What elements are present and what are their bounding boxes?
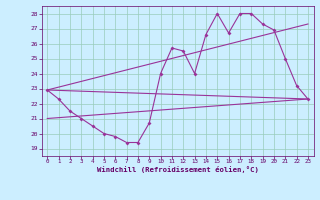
- X-axis label: Windchill (Refroidissement éolien,°C): Windchill (Refroidissement éolien,°C): [97, 166, 259, 173]
